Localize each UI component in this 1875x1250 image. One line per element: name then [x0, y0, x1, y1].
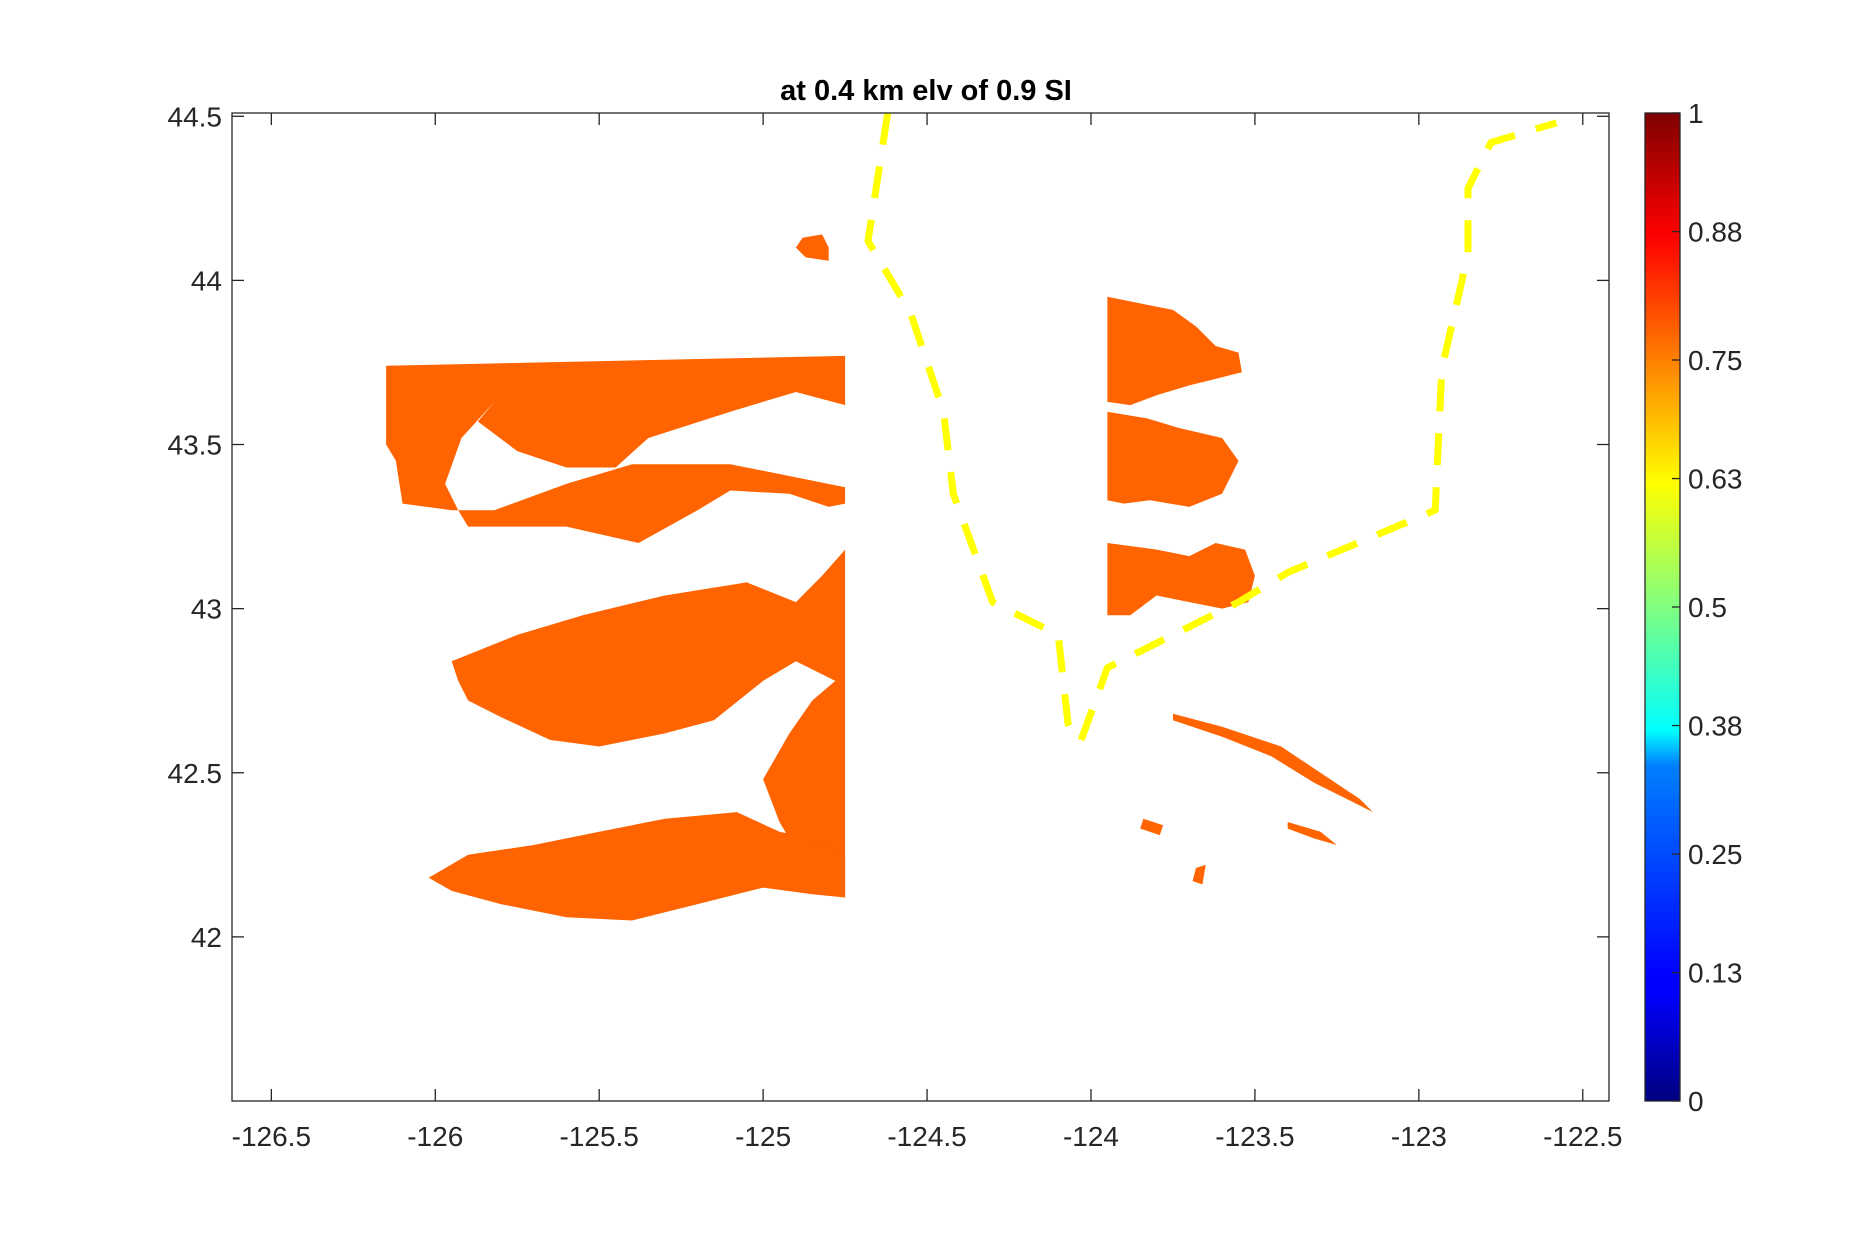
- chart-title: at 0.4 km elv of 0.9 SI: [780, 75, 1072, 107]
- colorbar-tick-label: 0.75: [1688, 345, 1743, 376]
- colorbar-tick-label: 0: [1688, 1086, 1704, 1117]
- colorbar-tick-label: 0.25: [1688, 839, 1743, 870]
- x-tick-label: -123.5: [1215, 1121, 1294, 1152]
- overlay-border-east: [1077, 119, 1558, 742]
- colorbar-tick-label: 0.5: [1688, 592, 1727, 623]
- x-tick-label: -123: [1391, 1121, 1447, 1152]
- region-river-1: [1173, 713, 1373, 813]
- colorbar: 0 0.13 0.25 0.38 0.5 0.63 0.75 0.88 1: [1644, 98, 1743, 1117]
- y-tick-label: 43.5: [168, 430, 223, 461]
- region-river-2: [1287, 822, 1337, 845]
- region-offshore-lower: [428, 812, 846, 921]
- colorbar-tick-label: 0.88: [1688, 217, 1743, 248]
- y-tick-label: 44: [191, 265, 222, 296]
- x-tick-label: -126.5: [232, 1121, 311, 1152]
- x-tick-label: -125.5: [559, 1121, 638, 1152]
- region-inland-lower: [1107, 543, 1255, 616]
- region-inland-upper: [1107, 296, 1242, 406]
- colorbar-tick-label: 1: [1688, 98, 1704, 129]
- x-tick-label: -126: [407, 1121, 463, 1152]
- x-tick-label: -125: [735, 1121, 791, 1152]
- y-tick-label: 43: [191, 594, 222, 625]
- overlay-border-west: [864, 113, 1078, 742]
- colorbar-ticks: 0 0.13 0.25 0.38 0.5 0.63 0.75 0.88 1: [1672, 98, 1743, 1117]
- colorbar-tick-label: 0.38: [1688, 711, 1743, 742]
- region-offshore-upper: [386, 355, 846, 543]
- heatmap-regions: [386, 234, 1373, 921]
- colorbar-tick-label: 0.13: [1688, 958, 1743, 989]
- region-islet-1: [795, 234, 829, 261]
- y-axis: 42 42.5 43 43.5 44 44.5: [168, 101, 1609, 953]
- x-tick-label: -124: [1063, 1121, 1119, 1152]
- y-tick-label: 44.5: [168, 101, 223, 132]
- y-tick-label: 42.5: [168, 758, 223, 789]
- x-tick-label: -122.5: [1543, 1121, 1622, 1152]
- region-offshore-middle: [451, 549, 846, 898]
- colorbar-tick-label: 0.63: [1688, 464, 1743, 495]
- region-inland-middle: [1107, 411, 1239, 507]
- region-speck-1: [1192, 864, 1206, 885]
- y-tick-label: 42: [191, 922, 222, 953]
- x-axis: -126.5 -126 -125.5 -125 -124.5 -124 -123.5 -123…: [232, 113, 1622, 1152]
- plot-axes-box: [231, 112, 1610, 1102]
- x-tick-label: -124.5: [887, 1121, 966, 1152]
- region-speck-2: [1140, 818, 1164, 836]
- border-overlays: [864, 113, 1558, 742]
